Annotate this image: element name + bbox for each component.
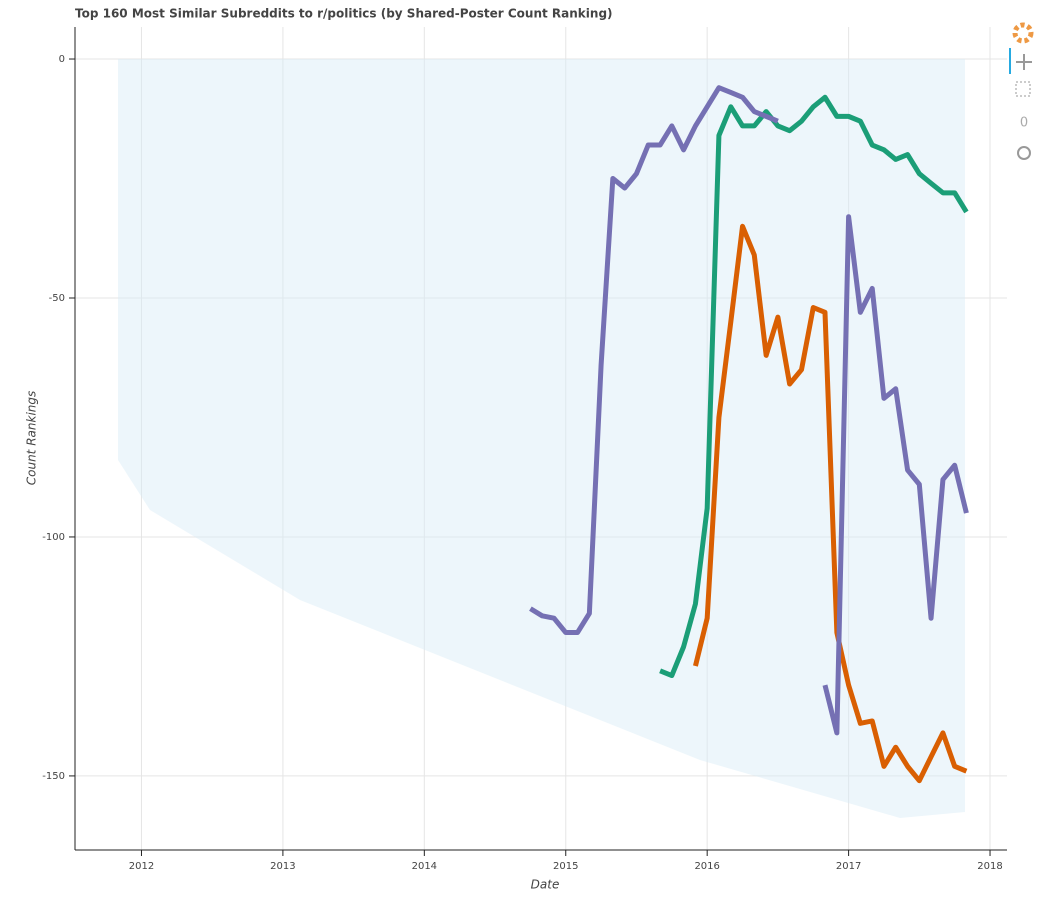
y-axis-label: Count Rankings — [25, 391, 39, 486]
series-line — [822, 214, 969, 736]
x-tick-label: 2017 — [836, 861, 861, 872]
x-axis-label: Date — [531, 878, 560, 892]
toolbar: 0 — [1009, 22, 1034, 160]
x-tick-label: 2012 — [129, 861, 154, 872]
series-line — [693, 223, 968, 784]
x-tick-label: 2015 — [553, 861, 578, 872]
series-line — [529, 85, 779, 636]
box-zoom-tool[interactable] — [1015, 81, 1031, 97]
bokeh-logo[interactable] — [1012, 22, 1034, 44]
x-tick-label: 2013 — [270, 861, 295, 872]
x-tick-label: 2016 — [694, 861, 719, 872]
y-tick-label: -100 — [42, 532, 65, 543]
y-tick-label: 0 — [59, 54, 65, 65]
pan-tool[interactable] — [1016, 54, 1032, 70]
reset-tool[interactable] — [1017, 146, 1031, 160]
y-tick-label: -50 — [49, 293, 65, 304]
x-tick-label: 2018 — [977, 861, 1002, 872]
y-tick-label: -150 — [42, 771, 65, 782]
chart-title: Top 160 Most Similar Subreddits to r/pol… — [75, 7, 613, 21]
series-line — [659, 94, 969, 679]
lines — [529, 85, 969, 784]
x-tick-label: 2014 — [412, 861, 437, 872]
wheel-zoom-tool[interactable]: 0 — [1020, 116, 1028, 131]
